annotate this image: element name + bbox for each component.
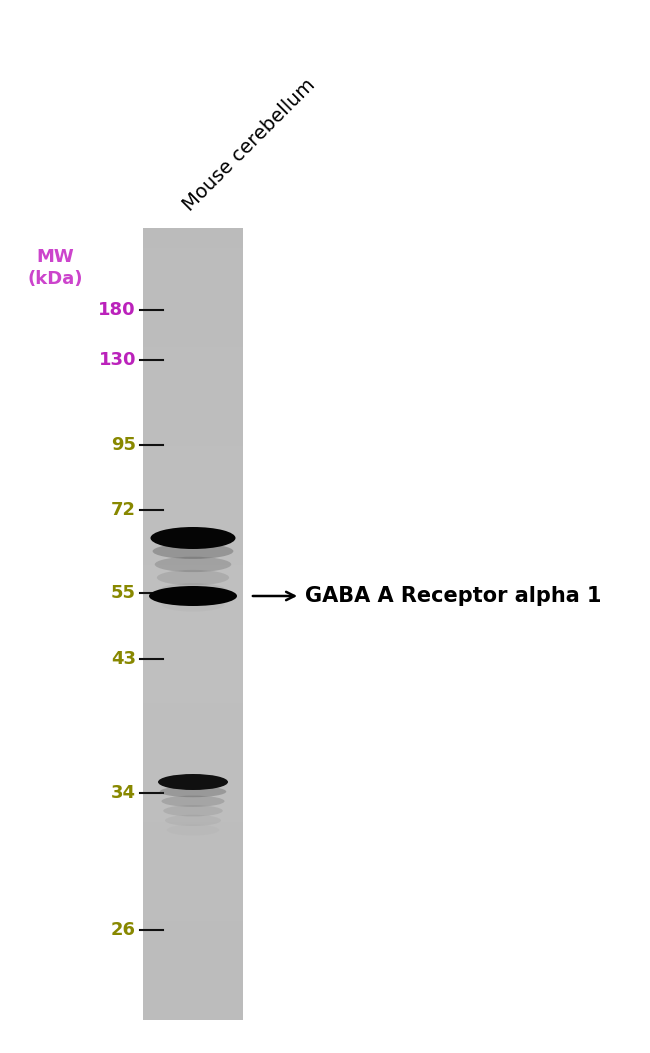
Bar xyxy=(143,782,243,802)
Bar xyxy=(143,861,243,881)
Text: (kDa): (kDa) xyxy=(27,270,83,289)
Bar xyxy=(143,406,243,426)
Bar xyxy=(143,940,243,960)
Bar xyxy=(143,643,243,663)
Bar xyxy=(143,346,243,366)
Ellipse shape xyxy=(151,526,235,549)
Bar xyxy=(143,584,243,604)
Bar xyxy=(143,921,243,940)
Bar xyxy=(143,229,243,247)
Ellipse shape xyxy=(157,570,229,585)
Bar xyxy=(143,742,243,762)
Text: 26: 26 xyxy=(111,921,136,939)
Bar xyxy=(143,881,243,901)
Bar xyxy=(143,287,243,307)
Bar xyxy=(143,960,243,980)
Bar xyxy=(143,445,243,465)
Bar xyxy=(143,426,243,445)
Bar xyxy=(143,604,243,624)
Ellipse shape xyxy=(163,806,223,816)
Bar xyxy=(143,247,243,267)
Text: 130: 130 xyxy=(99,351,136,369)
Bar xyxy=(143,901,243,921)
Ellipse shape xyxy=(153,543,233,559)
Bar xyxy=(143,822,243,841)
Bar xyxy=(143,683,243,703)
Text: 55: 55 xyxy=(111,584,136,602)
Bar xyxy=(143,762,243,782)
Text: 43: 43 xyxy=(111,650,136,668)
Text: 72: 72 xyxy=(111,501,136,519)
Bar xyxy=(143,703,243,723)
Text: 95: 95 xyxy=(111,436,136,454)
Ellipse shape xyxy=(160,786,226,797)
Bar xyxy=(143,307,243,327)
Text: 180: 180 xyxy=(98,301,136,319)
Bar xyxy=(143,485,243,505)
Bar xyxy=(143,465,243,485)
Bar xyxy=(143,723,243,742)
Bar xyxy=(143,327,243,346)
Bar xyxy=(143,229,243,1020)
Ellipse shape xyxy=(149,587,237,605)
Bar xyxy=(143,663,243,683)
Ellipse shape xyxy=(161,796,224,807)
Bar xyxy=(143,980,243,1000)
Bar xyxy=(143,267,243,287)
Bar xyxy=(143,1000,243,1020)
Bar xyxy=(143,544,243,564)
Bar xyxy=(143,366,243,386)
Text: GABA A Receptor alpha 1: GABA A Receptor alpha 1 xyxy=(305,587,601,605)
Bar xyxy=(143,802,243,822)
Text: MW: MW xyxy=(36,249,74,266)
Bar xyxy=(143,386,243,406)
Bar xyxy=(143,564,243,584)
Ellipse shape xyxy=(158,774,228,790)
Ellipse shape xyxy=(155,557,231,572)
Text: 34: 34 xyxy=(111,784,136,802)
Ellipse shape xyxy=(165,815,221,826)
Bar xyxy=(143,624,243,643)
Bar xyxy=(143,525,243,544)
Ellipse shape xyxy=(159,583,227,598)
Bar xyxy=(143,505,243,525)
Text: Mouse cerebellum: Mouse cerebellum xyxy=(179,76,319,215)
Bar xyxy=(143,841,243,861)
